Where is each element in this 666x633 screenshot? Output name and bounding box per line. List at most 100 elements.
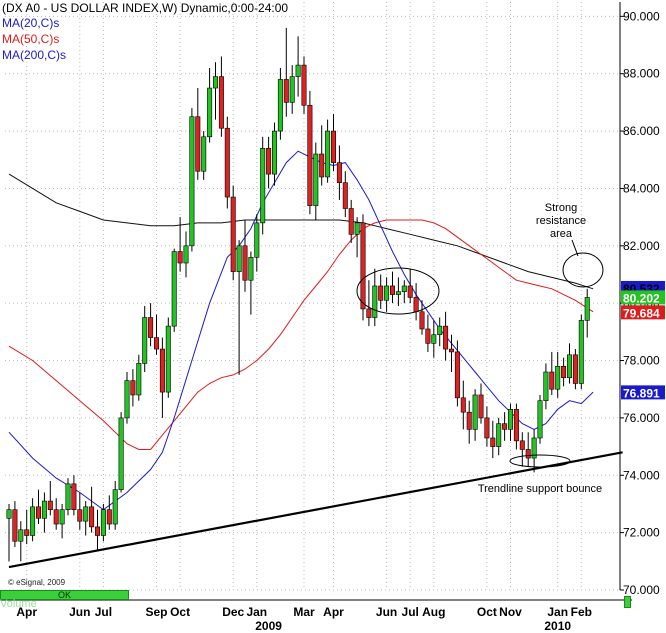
candle-body xyxy=(260,147,266,224)
candle-body xyxy=(584,297,590,321)
candle xyxy=(295,36,301,97)
candle xyxy=(89,486,95,533)
candle xyxy=(325,119,331,183)
candle xyxy=(437,317,443,347)
candle xyxy=(561,357,567,387)
candle xyxy=(106,495,112,530)
candle xyxy=(454,340,460,407)
candle-body xyxy=(454,351,460,399)
x-month-label: Sep xyxy=(145,605,167,619)
x-year-label: 2009 xyxy=(255,619,282,633)
candle-body xyxy=(24,529,30,536)
x-month-label: Jan xyxy=(547,605,568,619)
candle-body xyxy=(213,76,219,89)
candle xyxy=(159,337,165,418)
trendline xyxy=(8,451,623,569)
y-tick-label: 84.000 xyxy=(623,181,660,195)
candle-body xyxy=(348,208,354,235)
candle-body xyxy=(384,285,390,301)
y-tick-label: 82.000 xyxy=(623,239,660,253)
candle-body xyxy=(59,509,65,525)
volume-indicator xyxy=(624,596,631,608)
candle xyxy=(490,420,496,459)
y-tick-label: 70.000 xyxy=(623,583,660,597)
x-month-label: Apr xyxy=(16,605,37,619)
x-month-label: Mar xyxy=(293,605,315,619)
candle xyxy=(189,108,195,252)
candle-body xyxy=(83,506,89,522)
candle xyxy=(165,317,171,398)
candle xyxy=(301,56,307,114)
candle xyxy=(77,492,83,530)
candle-body xyxy=(106,509,112,525)
candle xyxy=(230,185,236,281)
candle-body xyxy=(118,417,124,490)
y-tick-label: 74.000 xyxy=(623,468,660,482)
candle xyxy=(65,478,71,516)
candle xyxy=(401,280,407,304)
candle xyxy=(502,412,508,441)
candle xyxy=(30,498,36,542)
resistance-text-line-3: area xyxy=(549,228,573,240)
ma200-legend: MA(200,C)s xyxy=(2,48,67,62)
y-tick-label: 88.000 xyxy=(623,67,660,81)
candle xyxy=(543,363,549,410)
candle xyxy=(136,354,142,401)
candle xyxy=(519,432,525,467)
price-tag-label: 80.202 xyxy=(623,291,660,305)
candle xyxy=(118,412,124,493)
candle-body xyxy=(242,245,248,281)
ma20-line xyxy=(8,150,594,511)
candle-body xyxy=(578,320,584,384)
x-month-label: Jul xyxy=(402,605,419,619)
candle xyxy=(549,351,555,395)
candle xyxy=(525,432,531,467)
candle-body xyxy=(41,500,47,519)
candle xyxy=(354,217,360,258)
candle xyxy=(336,145,342,200)
candle-body xyxy=(18,529,24,542)
candle xyxy=(431,320,437,358)
price-tag xyxy=(621,305,665,320)
candle-body xyxy=(142,317,148,364)
candle-body xyxy=(419,311,425,330)
resistance-text-line-1: Strong xyxy=(544,202,578,214)
candle xyxy=(313,142,319,220)
candle xyxy=(71,475,77,516)
candle xyxy=(507,403,513,441)
candle xyxy=(283,27,289,117)
x-month-label: Feb xyxy=(571,605,592,619)
candle-body xyxy=(65,483,71,510)
resistance-annotation: Strong resistance area xyxy=(530,202,592,241)
candle-body xyxy=(460,397,466,413)
candle-body xyxy=(472,394,478,430)
resistance-pointer xyxy=(571,239,579,257)
candle-body xyxy=(47,500,53,510)
candle xyxy=(201,131,207,180)
candle xyxy=(289,65,295,114)
candle xyxy=(224,116,230,209)
candle-body xyxy=(319,153,325,178)
candle-body xyxy=(555,365,561,390)
x-axis-labels: Apr Jun Jul Sep Oct Dec Jan Mar Apr Jun Jul Aug Oct N… xyxy=(16,605,592,633)
candle xyxy=(330,113,336,172)
candle xyxy=(195,88,201,180)
candle xyxy=(443,311,449,361)
annotation-shapes xyxy=(356,239,604,468)
candle-body xyxy=(177,251,183,264)
candle-body xyxy=(437,325,443,336)
candle xyxy=(47,481,53,516)
moving-averages xyxy=(8,150,594,511)
candle-body xyxy=(71,483,77,510)
candle xyxy=(24,509,30,545)
candle xyxy=(207,67,213,143)
x-month-label: Aug xyxy=(422,605,445,619)
candle xyxy=(183,231,189,278)
ma200-line xyxy=(8,173,594,290)
trendline-annotation: Trendline support bounce xyxy=(477,483,603,495)
candle xyxy=(6,503,12,562)
trendline-support xyxy=(8,451,623,569)
candle-body xyxy=(425,328,431,344)
